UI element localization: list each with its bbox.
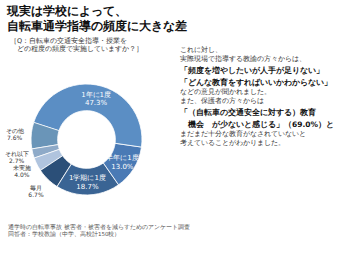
html-text:これに対し、: これに対し、 — [180, 46, 222, 54]
html-text:また、保護者の方々からは: また、保護者の方々からは — [180, 97, 264, 105]
svg-text:1学期に1度18.7%: 1学期に1度18.7% — [69, 174, 106, 190]
svg-text:その他7.6%: その他7.6% — [6, 127, 24, 141]
html-text:［Q：自転車の交通安全指導・授業を どの程度の頻度で実施して: ［Q：自転車の交通安全指導・授業を どの程度の頻度で実施していますか？］ — [10, 37, 143, 53]
html-text:「頻度を増やしたいが人手が足りない」: 「頻度を増やしたいが人手が足りない」 — [180, 66, 324, 75]
svg-text:毎月6.7%: 毎月6.7% — [28, 184, 44, 198]
html-text:通学時の自転車事故 被害者・被害者を減らすためのアンケート調: 通学時の自転車事故 被害者・被害者を減らすためのアンケート調査 回答者：学校教諭… — [8, 224, 190, 237]
html-text:「（自転車の交通安全に対する）教育: 「（自転車の交通安全に対する）教育 — [180, 108, 316, 117]
html-text:現実は学校によって、 自転車通学指導の頻度に大きな差: 現実は学校によって、 自転車通学指導の頻度に大きな差 — [7, 4, 187, 33]
svg-text:それ以下2.7%: それ以下2.7% — [5, 150, 29, 164]
svg-text:未実施4.0%: 未実施4.0% — [13, 164, 31, 178]
svg-text:半年に1度13.0%: 半年に1度13.0% — [106, 154, 138, 170]
html-text:考えていることがわかりました。: 考えていることがわかりました。 — [180, 139, 285, 147]
html-text:機会 が少ないと感じる」（69.0%）と: 機会 が少ないと感じる」（69.0%）と — [180, 120, 334, 129]
html-text:「どんな教育をすればいいかわからない」: 「どんな教育をすればいいかわからない」 — [180, 78, 332, 87]
html-text:などの意見が聞かれました。: などの意見が聞かれました。 — [180, 88, 271, 96]
html-text:実際現場で指導する教諭の方々からは、: 実際現場で指導する教諭の方々からは、 — [180, 55, 306, 63]
html-text:まだまだ十分な教育がなされていないと: まだまだ十分な教育がなされていないと — [180, 130, 306, 138]
svg-text:1年に1度47.3%: 1年に1度47.3% — [81, 91, 111, 107]
